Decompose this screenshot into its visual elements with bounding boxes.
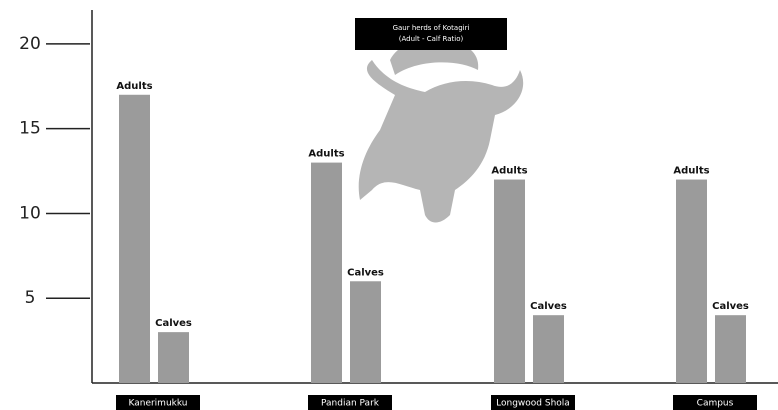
bar (119, 95, 150, 383)
bar-label: Calves (155, 318, 192, 329)
chart-title: Gaur herds of Kotagiri (393, 24, 470, 32)
title-box (355, 18, 507, 50)
bar-label: Adults (116, 81, 152, 92)
chart-subtitle: (Adult - Calf Ratio) (399, 35, 464, 43)
bar-label: Calves (712, 301, 749, 312)
chart: Gaur herds of Kotagiri (Adult - Calf Rat… (0, 0, 778, 410)
x-tick-label: Longwood Shola (496, 399, 570, 409)
y-tick-label: 15 (19, 119, 41, 139)
bar (676, 180, 707, 383)
bar (158, 332, 189, 383)
bar (533, 315, 564, 383)
bar (350, 281, 381, 383)
bar (311, 163, 342, 383)
x-tick-label: Pandian Park (321, 399, 380, 409)
x-tick-label: Kanerimukku (128, 399, 187, 409)
bar-label: Adults (308, 149, 344, 160)
bar-label: Calves (530, 301, 567, 312)
x-tick-label: Campus (697, 399, 734, 409)
y-tick-label: 5 (25, 288, 36, 308)
bar-label: Adults (491, 166, 527, 177)
bar-label: Adults (673, 166, 709, 177)
y-tick-label: 10 (19, 203, 41, 223)
y-tick-label: 20 (19, 34, 41, 54)
bar-label: Calves (347, 267, 384, 278)
bar (715, 315, 746, 383)
bar (494, 180, 525, 383)
